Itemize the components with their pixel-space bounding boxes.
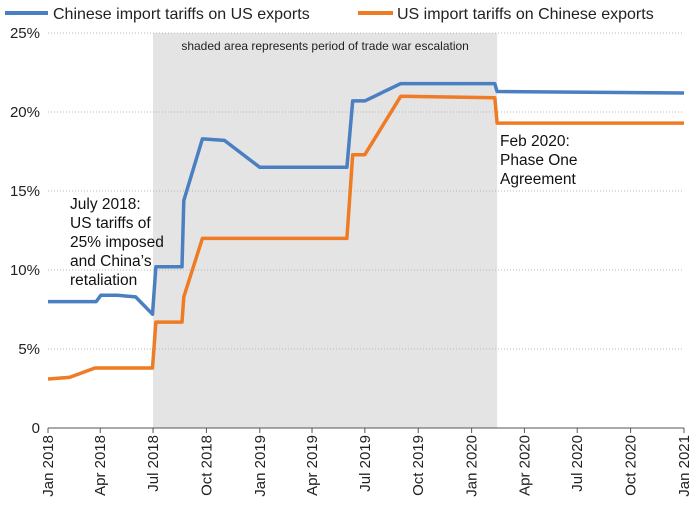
- x-tick-label: Jul 2018: [145, 435, 162, 492]
- series-line-chinese-tariffs: [48, 81, 685, 316]
- shaded-region-note: shaded area represents period of trade w…: [181, 39, 469, 53]
- x-axis: Jan 2018 Apr 2018 Jul 2018 Oct 2018 Jan 2019…: [40, 428, 693, 497]
- x-tick-label: Jan 2020: [464, 435, 481, 497]
- x-tick-label: Oct 2020: [623, 435, 640, 496]
- legend-label-us-tariffs: US import tariffs on Chinese exports: [397, 6, 654, 23]
- x-tick-label: Apr 2020: [516, 435, 533, 496]
- y-tick-label: 5%: [18, 341, 40, 358]
- x-tick-label: Oct 2019: [410, 435, 427, 496]
- y-tick-label: 20%: [10, 104, 40, 121]
- shaded-region: [153, 33, 498, 428]
- annotation-july-line-4: and China’s: [70, 253, 152, 270]
- x-tick-label: Jan 2019: [252, 435, 269, 497]
- legend-label-chinese-tariffs: Chinese import tariffs on US exports: [53, 6, 310, 23]
- legend: Chinese import tariffs on US exports US …: [5, 6, 654, 23]
- x-tick-label: Jul 2019: [357, 435, 374, 492]
- x-tick-label: Jan 2018: [40, 435, 57, 497]
- annotation-july-line-2: US tariffs of: [70, 215, 151, 232]
- y-axis: 0 5% 10% 15% 20% 25%: [10, 25, 40, 437]
- y-tick-label: 10%: [10, 262, 40, 279]
- annotation-july-line-5: retaliation: [70, 272, 137, 289]
- x-tick-label: Jul 2020: [569, 435, 586, 492]
- x-tick-label: Apr 2019: [304, 435, 321, 496]
- annotation-july-line-1: July 2018:: [70, 196, 141, 213]
- x-tick-label: Jan 2021: [676, 435, 693, 497]
- annotation-july-2018: July 2018: US tariffs of 25% imposed and…: [70, 196, 164, 289]
- annotation-feb-line-2: Phase One: [500, 152, 578, 169]
- x-tick-label: Apr 2018: [92, 435, 109, 496]
- annotation-july-line-3: 25% imposed: [70, 234, 164, 251]
- y-tick-label: 0: [32, 420, 40, 437]
- y-tick-label: 15%: [10, 183, 40, 200]
- series-line-us-tariffs: [47, 94, 684, 381]
- annotation-feb-line-1: Feb 2020:: [500, 133, 570, 150]
- annotation-feb-line-3: Agreement: [500, 171, 577, 188]
- x-tick-label: Oct 2018: [198, 435, 215, 496]
- series-layer: [47, 81, 685, 381]
- y-tick-label: 25%: [10, 25, 40, 42]
- annotation-feb-2020: Feb 2020: Phase One Agreement: [500, 133, 578, 188]
